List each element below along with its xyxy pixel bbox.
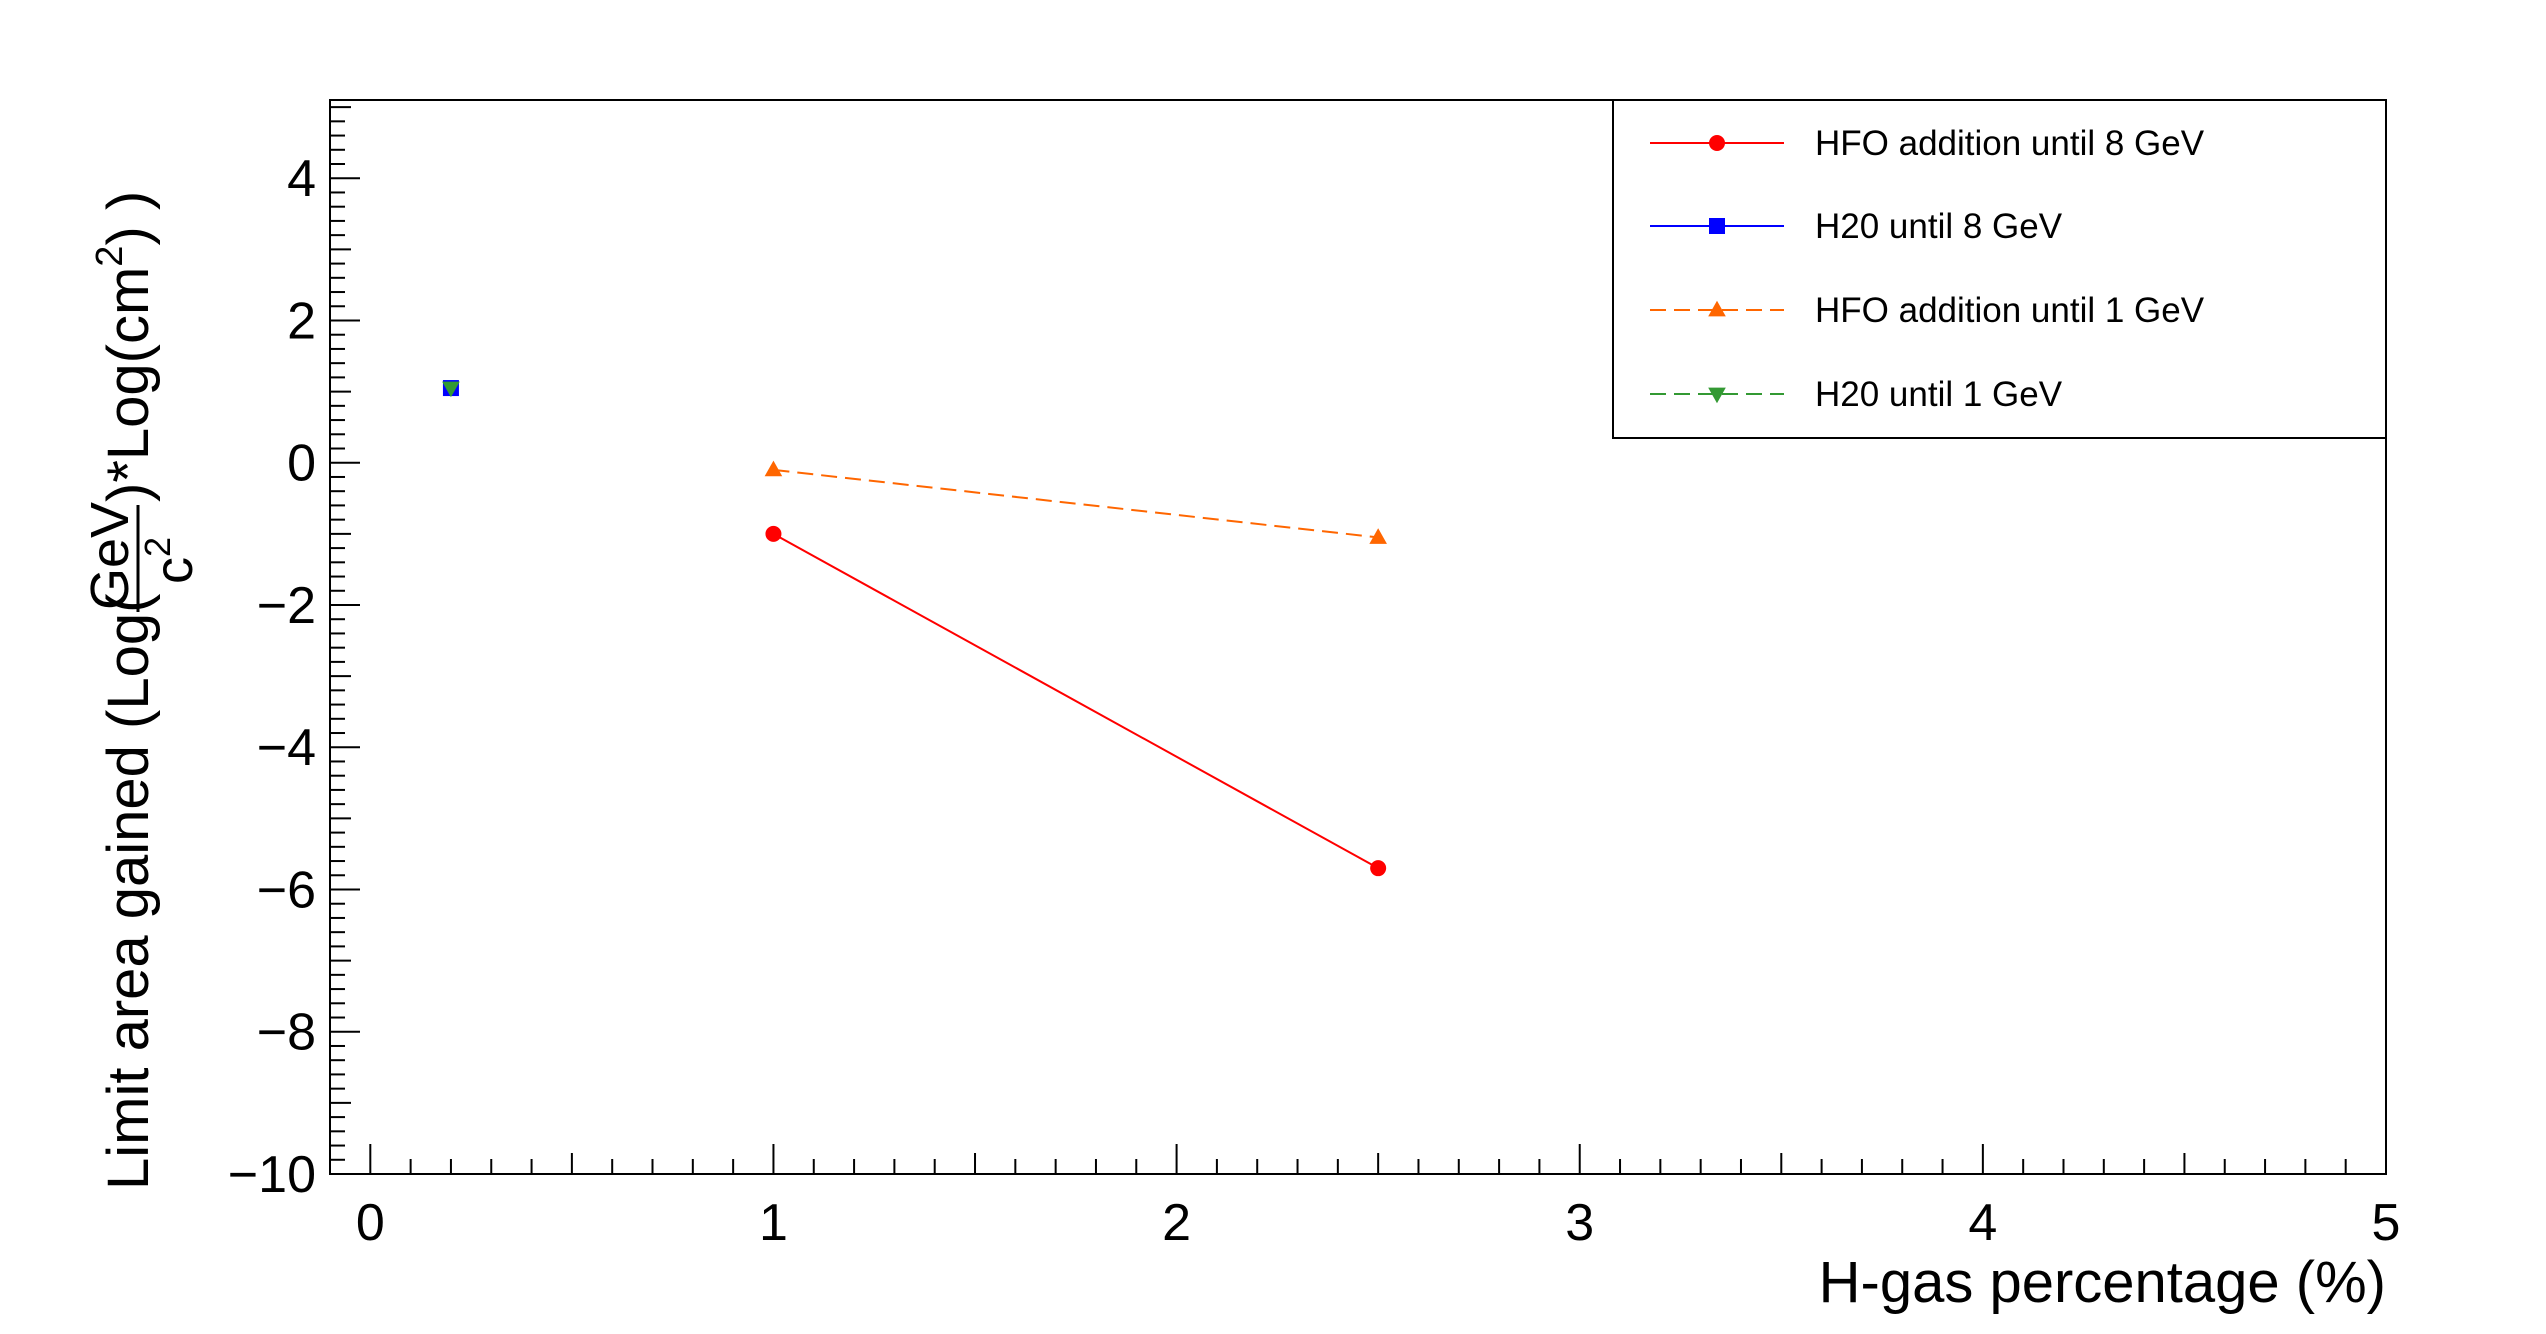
legend-entry: H20 until 1 GeV xyxy=(1650,375,2063,414)
y-tick-label: −10 xyxy=(228,1146,316,1204)
series xyxy=(765,525,1387,877)
data-point xyxy=(1369,528,1387,544)
legend-box xyxy=(1612,99,2387,439)
y-tick-label: 4 xyxy=(287,150,316,208)
data-point xyxy=(765,525,782,542)
plot-frame xyxy=(329,99,2387,1175)
legend-label: H20 until 8 GeV xyxy=(1815,207,2063,246)
y-axis-title-fraction-denominator: c xyxy=(144,557,204,584)
y-tick-label: −2 xyxy=(257,577,316,635)
legend-marker xyxy=(1708,300,1726,317)
y-axis-title-superscript: 2 xyxy=(89,246,131,267)
legend-marker xyxy=(1708,387,1726,404)
legend-entry: HFO addition until 8 GeV xyxy=(1650,124,2205,163)
data-point xyxy=(442,381,460,398)
y-axis-title-suffix: ) ) xyxy=(96,191,161,246)
x-tick-label: 4 xyxy=(1968,1194,1997,1252)
data-point xyxy=(764,460,783,477)
svg-text:c2: c2 xyxy=(137,537,204,584)
series xyxy=(442,381,460,398)
svg-text:)*Log(cm2) ): )*Log(cm2) ) xyxy=(89,191,161,502)
y-axis-title-fraction-superscript: 2 xyxy=(137,537,178,557)
y-tick-label: −4 xyxy=(257,719,316,777)
axis-tick-labels: 0 1 2 3 4 5 4 2 0 −2 −4 −6 −8 −10 xyxy=(228,150,2401,1252)
series-line xyxy=(772,532,1379,870)
y-axis-title-middle: )*Log(cm xyxy=(96,267,161,502)
y-tick-label: 0 xyxy=(287,435,316,493)
data-point xyxy=(1370,860,1387,877)
legend: HFO addition until 8 GeV H20 until 8 GeV H… xyxy=(1650,124,2205,414)
legend-entry: H20 until 8 GeV xyxy=(1650,207,2063,246)
legend-label: HFO addition until 8 GeV xyxy=(1815,124,2205,163)
legend-marker xyxy=(1709,135,1725,151)
x-tick-label: 2 xyxy=(1162,1194,1191,1252)
y-tick-label: 2 xyxy=(287,292,316,350)
series-layer xyxy=(442,380,1387,877)
x-tick-label: 0 xyxy=(356,1194,385,1252)
series xyxy=(764,460,1387,544)
legend-entry: HFO addition until 1 GeV xyxy=(1650,291,2205,330)
x-tick-label: 3 xyxy=(1565,1194,1594,1252)
legend-label: HFO addition until 1 GeV xyxy=(1815,291,2205,330)
y-tick-label: −6 xyxy=(257,861,316,919)
legend-marker xyxy=(1709,218,1725,234)
x-tick-label: 1 xyxy=(759,1194,788,1252)
axis-ticks xyxy=(329,106,2387,1175)
y-tick-label: −8 xyxy=(257,1004,316,1062)
y-axis-title-fraction-numerator: GeV xyxy=(80,502,140,610)
legend-label: H20 until 1 GeV xyxy=(1815,375,2063,414)
y-axis-title: Limit area gained (Log( GeV c2 )*Log(cm2… xyxy=(80,191,204,1190)
svg-text:Limit area gained (Log(: Limit area gained (Log( xyxy=(96,594,161,1190)
x-tick-label: 5 xyxy=(2372,1194,2401,1252)
y-axis-title-prefix: Limit area gained (Log( xyxy=(96,594,161,1190)
x-axis-title: H-gas percentage (%) xyxy=(1819,1250,2386,1315)
series-line xyxy=(773,468,1379,539)
